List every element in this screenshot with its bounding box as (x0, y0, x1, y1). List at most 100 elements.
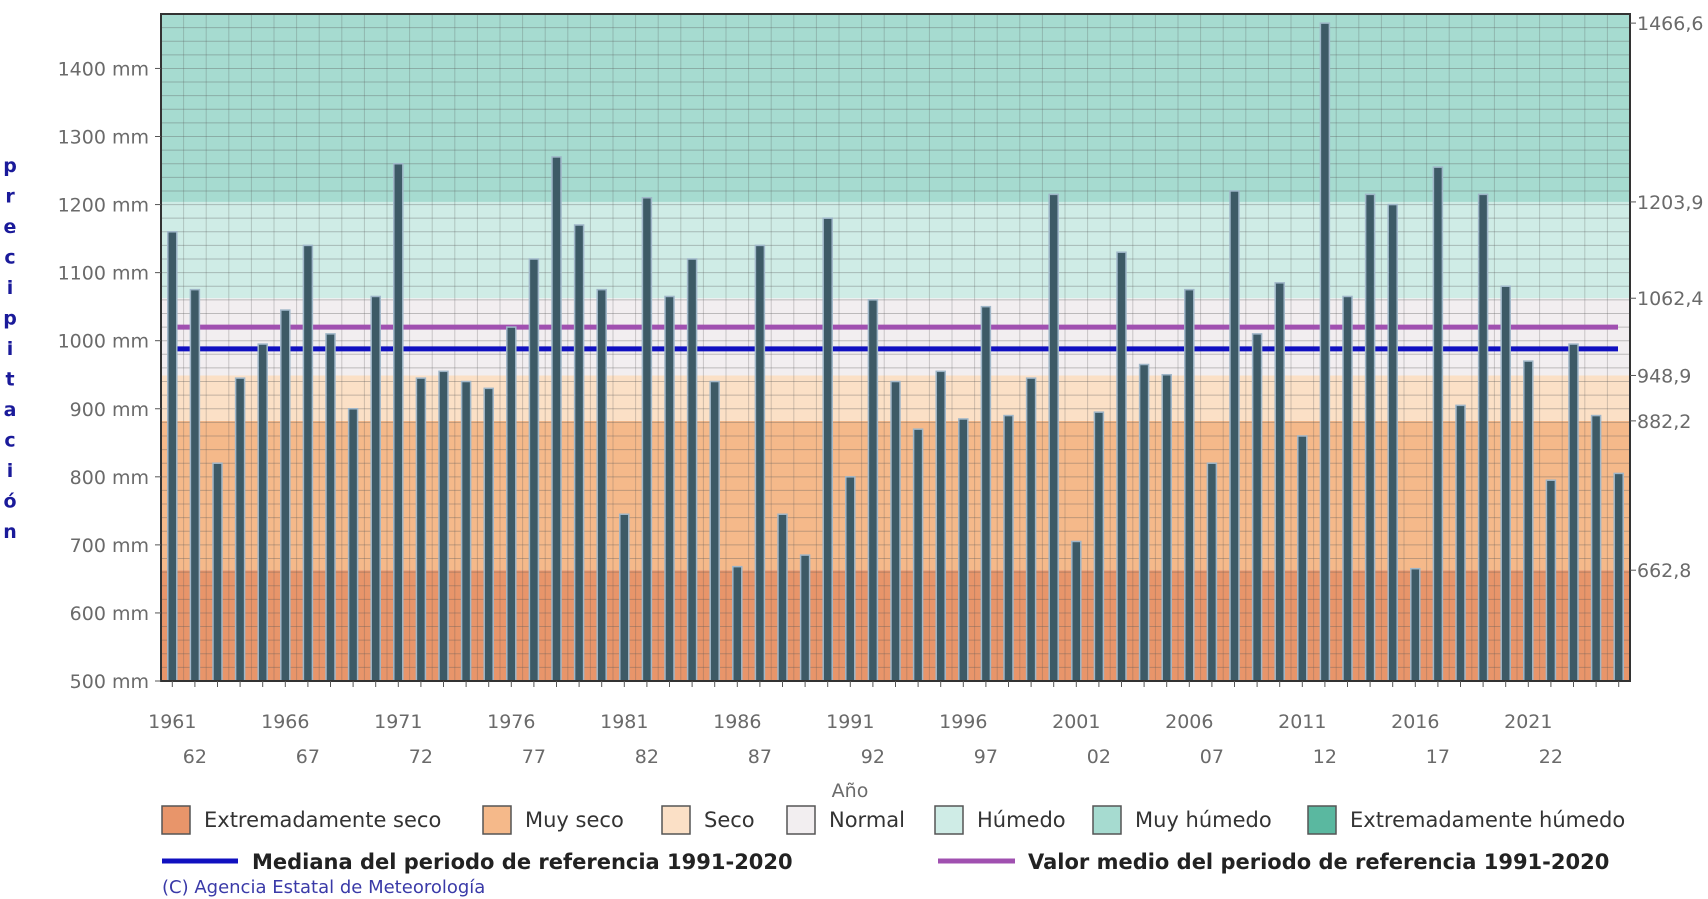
bar-1976 (506, 326, 517, 682)
bar-1963 (212, 462, 223, 682)
bar-1970 (370, 295, 381, 682)
y-label-char: ó (3, 491, 16, 513)
bar-1995 (935, 370, 946, 682)
x-tick-label-bottom: 12 (1313, 746, 1337, 768)
bar-1982 (641, 197, 653, 682)
y-label-char: i (7, 338, 14, 360)
bar-1991 (845, 476, 856, 682)
legend-label: Muy húmedo (1135, 808, 1272, 832)
bar-2025 (1613, 472, 1624, 682)
reference-lines (169, 324, 1618, 352)
bar-1967 (302, 244, 314, 682)
bar-1974 (460, 380, 472, 682)
bar-1971 (393, 162, 404, 682)
bar-2005 (1161, 373, 1172, 682)
x-tick-label-bottom: 67 (296, 746, 320, 768)
bar-2015 (1387, 203, 1398, 682)
x-tick-label-top: 1961 (148, 711, 196, 733)
copyright-text: (C) Agencia Estatal de Meteorología (162, 877, 485, 898)
median-legend-label: Mediana del periodo de referencia 1991-2… (252, 850, 793, 874)
y-tick-label: 800 mm (70, 467, 149, 489)
bar-2008 (1229, 190, 1240, 682)
y-tick-label: 900 mm (70, 399, 149, 421)
y-label-char: c (4, 247, 15, 269)
bar-2004 (1138, 363, 1150, 682)
y-label-char: r (5, 186, 15, 208)
y-label-char: i (7, 277, 14, 299)
bar-2006 (1184, 288, 1195, 682)
x-tick-label-top: 1981 (600, 711, 648, 733)
bar-1965 (257, 343, 268, 682)
bar-2024 (1590, 414, 1602, 682)
bar-1983 (664, 295, 675, 682)
legend-label: Seco (704, 808, 755, 832)
legend-label: Normal (829, 808, 905, 832)
bar-1964 (234, 377, 246, 682)
bar-2002 (1093, 411, 1105, 682)
threshold-label: 1203,9 (1637, 192, 1703, 214)
x-tick-label-top: 1986 (713, 711, 761, 733)
bar-1985 (709, 380, 720, 682)
bar-1975 (483, 387, 494, 682)
bar-1977 (528, 258, 540, 682)
x-axis-label: Año (832, 780, 869, 802)
bar-2009 (1251, 333, 1263, 682)
y-tick-label: 500 mm (70, 671, 149, 693)
bar-1999 (1025, 377, 1037, 682)
legend-swatch (661, 805, 691, 835)
y-label-char: a (4, 399, 17, 421)
y-label-char: t (5, 369, 14, 391)
bar-2018 (1455, 404, 1466, 682)
x-tick-label-top: 2016 (1391, 711, 1439, 733)
bar-1973 (438, 370, 449, 682)
bar-2013 (1342, 295, 1353, 682)
y-label-char: p (3, 155, 17, 177)
bar-1993 (890, 380, 901, 682)
bar-1969 (347, 408, 359, 682)
threshold-ticks: 662,8 882,2 948,9 1062,4 1203,9 1466,6 (1630, 13, 1703, 582)
x-tick-label-bottom: 02 (1087, 746, 1111, 768)
y-tick-label: 700 mm (70, 535, 149, 557)
bar-2016 (1410, 567, 1421, 682)
y-label-char: n (3, 521, 17, 543)
x-tick-label-bottom: 82 (635, 746, 659, 768)
bar-1972 (415, 377, 427, 682)
bar-2014 (1364, 193, 1376, 682)
bar-1998 (1003, 414, 1014, 682)
bar-1992 (867, 299, 879, 682)
bar-2019 (1477, 193, 1489, 682)
reference-legend: Mediana del periodo de referencia 1991-2… (162, 850, 1609, 874)
bar-2021 (1523, 360, 1534, 682)
y-tick-label: 1100 mm (58, 263, 149, 285)
bar-1980 (596, 288, 607, 682)
x-tick-label-top: 2021 (1504, 711, 1552, 733)
legend-swatch (161, 805, 191, 835)
legend: Extremadamente seco Muy seco Seco Normal Húm… (161, 805, 1625, 835)
x-tick-label-top: 2011 (1278, 711, 1326, 733)
bar-2007 (1206, 462, 1218, 682)
bar-1994 (912, 428, 924, 682)
x-tick-label-top: 1966 (261, 711, 309, 733)
classification-bands (161, 14, 1630, 681)
x-tick-label-bottom: 62 (183, 746, 207, 768)
threshold-label: 882,2 (1637, 411, 1691, 433)
x-tick-label-bottom: 77 (522, 746, 546, 768)
band-normal (161, 298, 1630, 376)
bar-1997 (980, 305, 992, 682)
bar-2003 (1116, 251, 1127, 682)
bar-2011 (1297, 435, 1308, 682)
legend-label: Extremadamente seco (204, 808, 441, 832)
bar-2001 (1071, 540, 1082, 682)
y-tick-label: 1400 mm (58, 58, 149, 80)
legend-swatch (482, 805, 512, 835)
x-tick-label-bottom: 07 (1200, 746, 1224, 768)
band-humedo (161, 201, 1630, 299)
x-tick-label-top: 1971 (374, 711, 422, 733)
x-tick-label-bottom: 17 (1426, 746, 1450, 768)
legend-swatch (786, 805, 816, 835)
bar-2020 (1500, 285, 1511, 682)
x-tick-label-bottom: 92 (861, 746, 885, 768)
legend-swatch (934, 805, 964, 835)
x-tick-label-bottom: 22 (1539, 746, 1563, 768)
y-label-char: i (7, 460, 14, 482)
